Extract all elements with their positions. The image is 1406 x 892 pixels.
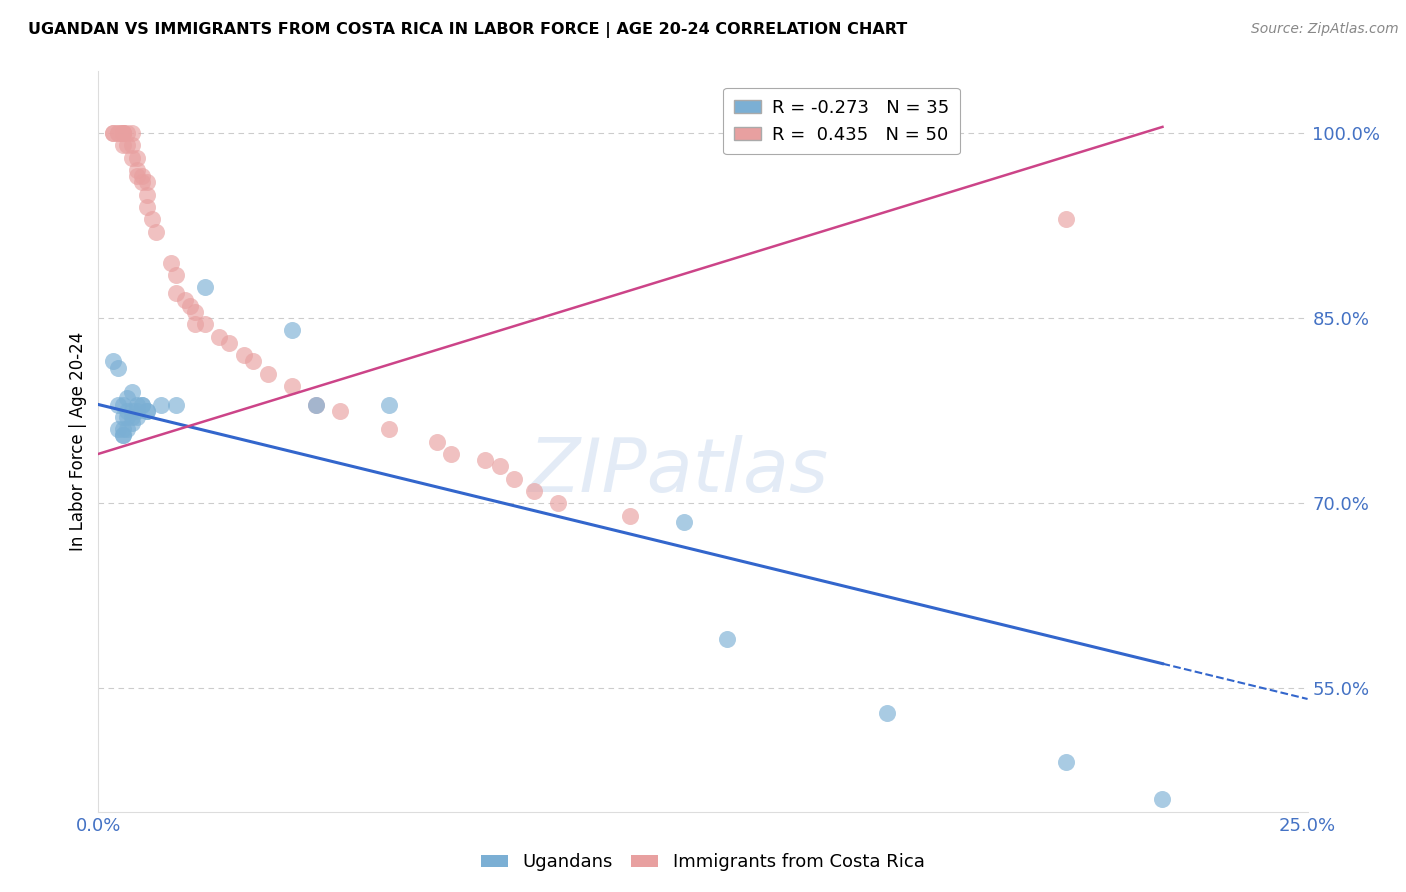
Point (127, 403, 149, 417)
Point (165, 398, 187, 412)
Text: Source: ZipAtlas.com: Source: ZipAtlas.com (1251, 22, 1399, 37)
Point (184, 305, 207, 319)
Point (135, 187, 157, 202)
Point (194, 280, 217, 294)
Point (208, 329, 231, 343)
Point (174, 293, 197, 307)
Point (329, 403, 352, 417)
Point (117, 126, 139, 140)
Point (117, 403, 139, 417)
Point (242, 354, 264, 368)
Point (440, 447, 463, 461)
Point (121, 416, 143, 430)
Point (547, 496, 569, 510)
Point (107, 126, 129, 140)
Point (121, 409, 143, 424)
Point (121, 403, 143, 417)
Point (131, 169, 153, 184)
Point (716, 632, 738, 646)
Text: ZIPatlas: ZIPatlas (529, 435, 830, 508)
Point (145, 225, 167, 239)
Point (474, 453, 496, 467)
Point (141, 212, 163, 227)
Point (127, 398, 149, 412)
Point (117, 392, 139, 406)
Point (101, 354, 124, 368)
Point (672, 515, 695, 529)
Point (111, 428, 134, 442)
Point (256, 367, 278, 381)
Point (111, 428, 134, 442)
Point (111, 126, 134, 140)
Point (135, 176, 157, 190)
Point (619, 508, 641, 523)
Point (111, 398, 134, 412)
Point (218, 335, 240, 350)
Point (305, 398, 328, 412)
Point (489, 459, 512, 474)
Point (111, 126, 134, 140)
Point (150, 398, 173, 412)
Point (117, 138, 139, 153)
Point (179, 299, 201, 313)
Point (111, 126, 134, 140)
Point (107, 360, 129, 375)
Text: UGANDAN VS IMMIGRANTS FROM COSTA RICA IN LABOR FORCE | AGE 20-24 CORRELATION CHA: UGANDAN VS IMMIGRANTS FROM COSTA RICA IN… (28, 22, 907, 38)
Point (117, 409, 139, 424)
Point (107, 398, 129, 412)
Point (121, 151, 143, 165)
Y-axis label: In Labor Force | Age 20-24: In Labor Force | Age 20-24 (69, 332, 87, 551)
Point (1152, 792, 1174, 806)
Point (111, 126, 134, 140)
Point (107, 422, 129, 436)
Point (111, 409, 134, 424)
Point (503, 472, 526, 486)
Point (232, 348, 254, 362)
Point (127, 409, 149, 424)
Point (101, 126, 124, 140)
Point (184, 318, 207, 332)
Point (876, 706, 898, 720)
Point (127, 169, 149, 184)
Point (131, 176, 153, 190)
Point (426, 434, 449, 449)
Point (127, 163, 149, 178)
Point (281, 324, 304, 338)
Point (121, 385, 143, 400)
Point (194, 318, 217, 332)
Point (523, 483, 546, 498)
Point (131, 398, 153, 412)
Legend: Ugandans, Immigrants from Costa Rica: Ugandans, Immigrants from Costa Rica (474, 847, 932, 879)
Point (165, 268, 187, 282)
Point (121, 138, 143, 153)
Point (111, 138, 134, 153)
Point (135, 403, 157, 417)
Point (1054, 756, 1077, 770)
Point (127, 151, 149, 165)
Point (131, 398, 153, 412)
Point (160, 255, 183, 269)
Point (121, 126, 143, 140)
Point (1054, 212, 1077, 227)
Point (135, 200, 157, 214)
Point (111, 422, 134, 436)
Legend: R = -0.273   N = 35, R =  0.435   N = 50: R = -0.273 N = 35, R = 0.435 N = 50 (723, 87, 960, 154)
Point (305, 398, 328, 412)
Point (377, 398, 399, 412)
Point (377, 422, 399, 436)
Point (101, 126, 124, 140)
Point (107, 126, 129, 140)
Point (117, 422, 139, 436)
Point (281, 379, 304, 393)
Point (135, 403, 157, 417)
Point (165, 286, 187, 301)
